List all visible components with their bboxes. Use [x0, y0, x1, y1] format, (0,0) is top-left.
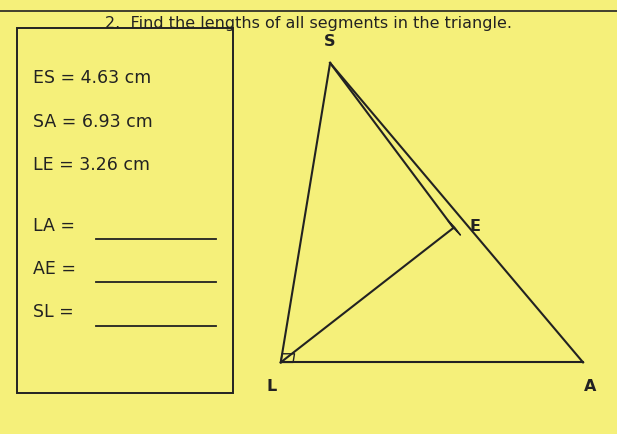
Text: AE =: AE =	[33, 260, 76, 278]
Text: E: E	[470, 219, 481, 234]
Text: L: L	[267, 379, 276, 394]
Bar	[17, 28, 233, 393]
Text: SA = 6.93 cm: SA = 6.93 cm	[33, 112, 152, 131]
Text: S: S	[325, 34, 336, 49]
Text: 2.  Find the lengths of all segments in the triangle.: 2. Find the lengths of all segments in t…	[105, 16, 512, 31]
Text: ES = 4.63 cm: ES = 4.63 cm	[33, 69, 151, 87]
Text: A: A	[584, 379, 597, 394]
Text: LA =: LA =	[33, 217, 75, 235]
Text: SL =: SL =	[33, 303, 73, 322]
Text: LE = 3.26 cm: LE = 3.26 cm	[33, 156, 150, 174]
